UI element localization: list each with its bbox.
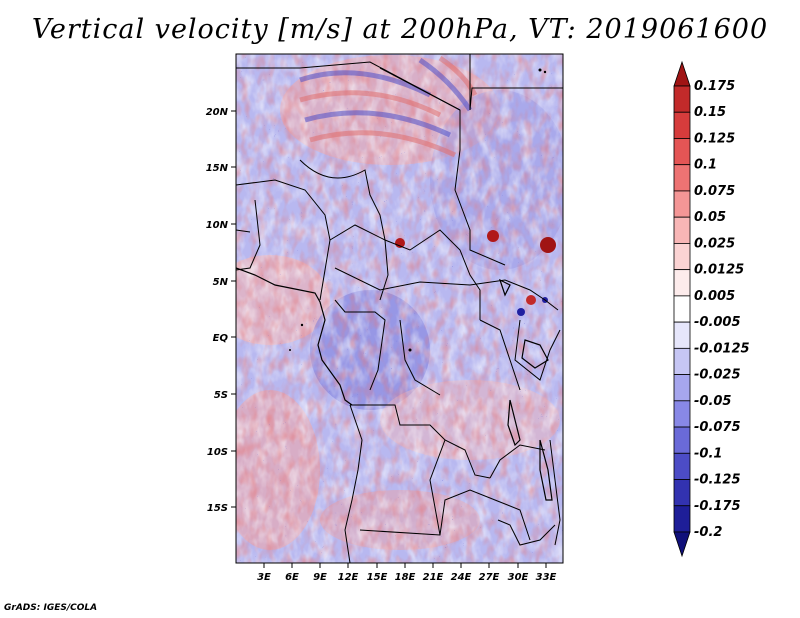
lon-tick-label: 27E — [479, 572, 500, 583]
map-frame — [235, 53, 564, 564]
latitude-axis: 20N 15N 10N 5N EQ 5S 10S 15S — [206, 107, 236, 514]
colorbar-swatch — [673, 321, 691, 349]
lat-tick-label: 10S — [207, 447, 228, 458]
lat-tick-label: 10N — [206, 220, 229, 231]
lat-tick-label: EQ — [213, 333, 229, 344]
lon-tick-label: 15E — [367, 572, 388, 583]
colorbar-swatch — [673, 295, 691, 323]
lat-tick-label: 5N — [213, 277, 229, 288]
colorbar-label: 0.0125 — [694, 263, 744, 278]
colorbar-swatch — [673, 347, 691, 375]
lat-tick-label: 15S — [207, 503, 228, 514]
lat-tick-label: 20N — [206, 107, 229, 118]
colorbar-swatch — [673, 138, 691, 166]
lon-tick-label: 12E — [338, 572, 359, 583]
colorbar-swatch — [673, 505, 691, 533]
map-title: Vertical velocity [m/s] at 200hPa, VT: 2… — [31, 14, 769, 45]
longitude-axis: 3E 6E 9E 12E 15E 18E 21E 24E 27E 30E 33E — [257, 563, 557, 583]
colorbar-swatch — [673, 216, 691, 244]
colorbar-swatch — [673, 400, 691, 428]
colorbar-label: -0.005 — [694, 315, 741, 330]
velocity-field — [236, 54, 563, 563]
colorbar-label: -0.125 — [694, 473, 741, 488]
colorbar-swatch — [673, 243, 691, 271]
lat-tick-label: 15N — [206, 163, 229, 174]
lon-tick-label: 33E — [536, 572, 557, 583]
colorbar-label: -0.2 — [694, 525, 722, 540]
colorbar-swatch — [673, 374, 691, 402]
colorbar-label: 0.125 — [694, 131, 735, 146]
colorbar-swatch — [673, 85, 691, 113]
colorbar-swatch — [673, 531, 691, 558]
colorbar-label: -0.025 — [694, 368, 741, 383]
lon-tick-label: 30E — [508, 572, 529, 583]
lon-tick-label: 3E — [257, 572, 271, 583]
colorbar-label: 0.15 — [694, 105, 726, 120]
lakes — [498, 278, 553, 501]
lon-tick-label: 6E — [285, 572, 299, 583]
convection-spots — [395, 230, 556, 316]
colorbar-label: -0.0125 — [694, 341, 750, 356]
colorbar-swatch — [673, 111, 691, 139]
colorbar-swatch — [673, 426, 691, 454]
colorbar-label: -0.175 — [694, 499, 741, 514]
colorbar-label: -0.075 — [694, 420, 741, 435]
colorbar-label: 0.05 — [694, 210, 726, 225]
grads-credit: GrADS: IGES/COLA — [4, 603, 98, 613]
colorbar-label: 0.075 — [694, 184, 735, 199]
colorbar-label: 0.1 — [694, 158, 717, 173]
islands — [289, 68, 547, 352]
coastline — [236, 267, 353, 406]
colorbar-label: 0.175 — [694, 79, 735, 94]
colorbar-swatch — [673, 164, 691, 192]
colorbar-label: 0.005 — [694, 289, 735, 304]
lat-tick-label: 5S — [214, 390, 228, 401]
lon-tick-label: 18E — [395, 572, 416, 583]
colorbar-swatch — [673, 452, 691, 480]
colorbar-label: -0.1 — [694, 446, 722, 461]
lon-tick-label: 9E — [313, 572, 327, 583]
colorbar-swatch — [673, 479, 691, 507]
colorbar: 0.175 0.15 0.125 0.1 0.075 0.05 0.025 0.0125 0.0… — [673, 60, 750, 558]
colorbar-swatch — [673, 269, 691, 297]
colorbar-label: 0.025 — [694, 236, 735, 251]
colorbar-swatch — [673, 60, 691, 87]
lon-tick-label: 21E — [423, 572, 444, 583]
lon-tick-label: 24E — [451, 572, 472, 583]
colorbar-label: -0.05 — [694, 394, 731, 409]
country-borders — [236, 54, 563, 563]
colorbar-swatch — [673, 190, 691, 218]
